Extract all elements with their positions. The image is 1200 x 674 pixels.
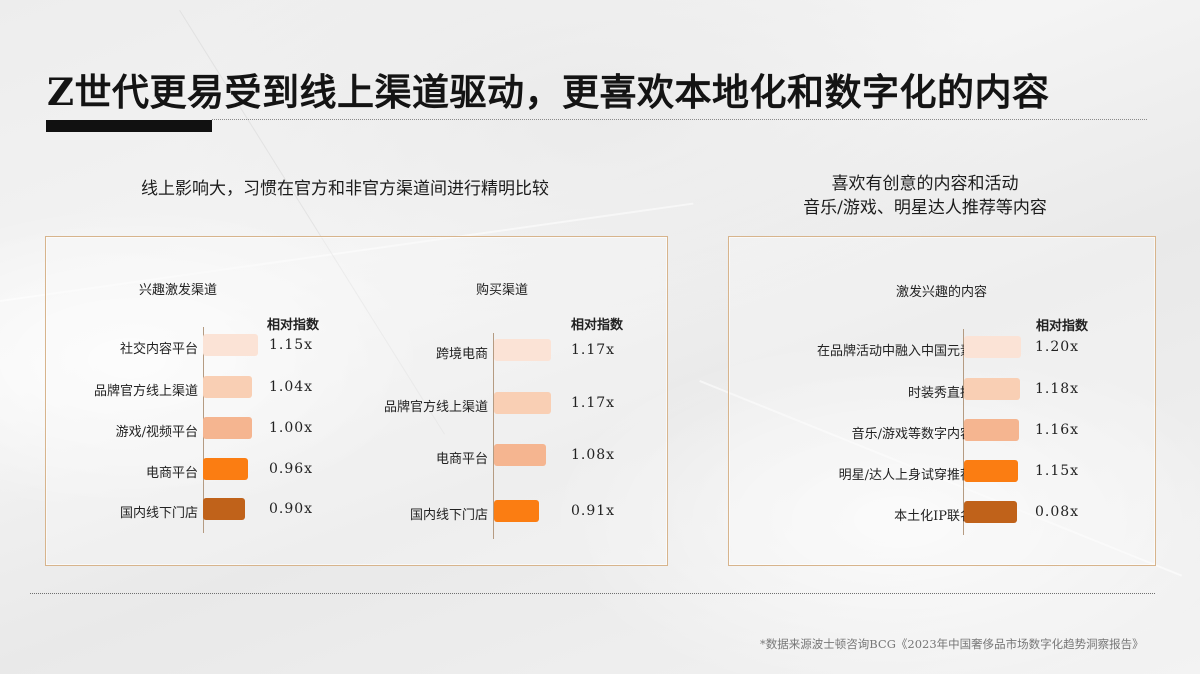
bar-row: 音乐/游戏等数字内容 1.16x bbox=[729, 419, 1159, 445]
bar-row: 时装秀直播 1.18x bbox=[729, 378, 1159, 404]
chart-axis bbox=[963, 329, 964, 535]
bar-label: 音乐/游戏等数字内容 bbox=[851, 427, 973, 442]
bar bbox=[964, 460, 1018, 482]
bar-value: 1.17x bbox=[571, 395, 616, 411]
bar-value: 1.15x bbox=[1035, 463, 1080, 479]
bar bbox=[203, 498, 245, 520]
bar-row: 品牌官方线上渠道 1.17x bbox=[356, 392, 676, 418]
bar-row: 国内线下门店 0.90x bbox=[46, 498, 386, 524]
bar-label: 品牌官方线上渠道 bbox=[383, 400, 488, 415]
interest-channel-chart: 兴趣激发渠道 相对指数 社交内容平台 1.15x 品牌官方线上渠道 1.04x … bbox=[46, 237, 346, 567]
bar-row: 社交内容平台 1.15x bbox=[46, 334, 386, 360]
bar bbox=[203, 376, 252, 398]
chart-title: 购买渠道 bbox=[476, 283, 529, 298]
bar-value: 1.20x bbox=[1035, 339, 1080, 355]
bar-row: 跨境电商 1.17x bbox=[356, 339, 676, 365]
bar-value: 0.91x bbox=[571, 503, 616, 519]
bar-row: 在品牌活动中融入中国元素 1.20x bbox=[729, 336, 1159, 362]
bar bbox=[964, 501, 1017, 523]
bar-row: 游戏/视频平台 1.00x bbox=[46, 417, 386, 443]
bar bbox=[964, 419, 1019, 441]
bar bbox=[494, 392, 551, 414]
bar-row: 国内线下门店 0.91x bbox=[356, 500, 676, 526]
bar-value: 1.18x bbox=[1035, 381, 1080, 397]
bar bbox=[203, 417, 252, 439]
source-footnote: *数据来源波士顿咨询BCG《2023年中国奢侈品市场数字化趋势洞察报告》 bbox=[760, 637, 1144, 651]
bar bbox=[494, 500, 539, 522]
bar-label: 游戏/视频平台 bbox=[115, 425, 198, 440]
bar-row: 本土化IP联名 0.08x bbox=[729, 501, 1159, 527]
bar bbox=[964, 336, 1021, 358]
value-column-header: 相对指数 bbox=[571, 318, 624, 333]
bar-label: 国内线下门店 bbox=[119, 506, 198, 521]
title-dotted-divider bbox=[212, 119, 1147, 120]
bar-label: 国内线下门店 bbox=[409, 508, 488, 523]
bar-label: 时装秀直播 bbox=[907, 386, 973, 401]
bar-label: 电商平台 bbox=[145, 466, 198, 481]
title-underline-bar bbox=[46, 120, 212, 132]
bar-value: 1.15x bbox=[269, 337, 314, 353]
bar-value: 1.16x bbox=[1035, 422, 1080, 438]
bar-value: 1.17x bbox=[571, 342, 616, 358]
page-title: Z世代更易受到线上渠道驱动，更喜欢本地化和数字化的内容 bbox=[47, 70, 1050, 114]
bar-label: 本土化IP联名 bbox=[894, 509, 973, 524]
right-section-subtitle: 喜欢有创意的内容和活动 音乐/游戏、明星达人推荐等内容 bbox=[740, 172, 1110, 220]
left-chart-panel: 兴趣激发渠道 相对指数 社交内容平台 1.15x 品牌官方线上渠道 1.04x … bbox=[45, 236, 668, 566]
bar-label: 品牌官方线上渠道 bbox=[93, 384, 198, 399]
right-chart-panel: 激发兴趣的内容 相对指数 在品牌活动中融入中国元素 1.20x 时装秀直播 1.… bbox=[728, 236, 1156, 566]
right-subtitle-line1: 喜欢有创意的内容和活动 bbox=[831, 174, 1019, 194]
right-subtitle-line2: 音乐/游戏、明星达人推荐等内容 bbox=[803, 198, 1047, 218]
chart-title: 兴趣激发渠道 bbox=[139, 283, 218, 298]
bar-label: 在品牌活动中融入中国元素 bbox=[816, 344, 973, 359]
bar-value: 1.04x bbox=[269, 379, 314, 395]
bar-label: 跨境电商 bbox=[435, 347, 488, 362]
bar-row: 明星/达人上身试穿推荐 1.15x bbox=[729, 460, 1159, 486]
interest-content-chart: 激发兴趣的内容 相对指数 在品牌活动中融入中国元素 1.20x 时装秀直播 1.… bbox=[729, 237, 1157, 567]
bar bbox=[494, 339, 551, 361]
bar-value: 1.00x bbox=[269, 420, 314, 436]
bar-label: 明星/达人上身试穿推荐 bbox=[838, 468, 973, 483]
bar-value: 1.08x bbox=[571, 447, 616, 463]
bottom-dotted-divider bbox=[30, 593, 1155, 594]
purchase-channel-chart: 购买渠道 相对指数 跨境电商 1.17x 品牌官方线上渠道 1.17x 电商平台… bbox=[356, 237, 669, 567]
bar-row: 电商平台 1.08x bbox=[356, 444, 676, 470]
value-column-header: 相对指数 bbox=[1036, 319, 1089, 334]
bar bbox=[964, 378, 1020, 400]
bar-label: 电商平台 bbox=[435, 452, 488, 467]
bar-row: 电商平台 0.96x bbox=[46, 458, 386, 484]
bar bbox=[203, 334, 258, 356]
bar-value: 0.90x bbox=[269, 501, 314, 517]
chart-title: 激发兴趣的内容 bbox=[896, 285, 988, 300]
bar-label: 社交内容平台 bbox=[119, 342, 198, 357]
bar-value: 0.08x bbox=[1035, 504, 1080, 520]
chart-axis bbox=[493, 333, 494, 539]
left-section-subtitle: 线上影响大，习惯在官方和非官方渠道间进行精明比较 bbox=[141, 179, 549, 199]
bar-row: 品牌官方线上渠道 1.04x bbox=[46, 376, 386, 402]
bar bbox=[494, 444, 546, 466]
bar bbox=[203, 458, 248, 480]
value-column-header: 相对指数 bbox=[267, 318, 320, 333]
bar-value: 0.96x bbox=[269, 461, 314, 477]
